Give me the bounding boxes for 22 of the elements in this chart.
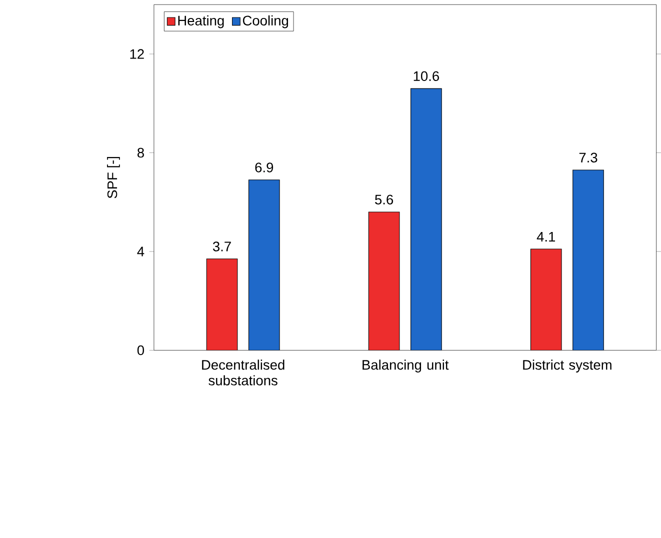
y-tick-label: 4: [137, 246, 144, 256]
bar: [368, 212, 400, 350]
data-label: 7.3: [579, 152, 598, 163]
data-label: 10.6: [414, 71, 439, 82]
x-tick-label: District system: [523, 360, 612, 373]
y-tick-label: 0: [137, 345, 144, 356]
bar: [572, 170, 604, 350]
x-tick-label: Balancing unit: [362, 360, 449, 373]
y-axis-title: SPF [-]: [107, 157, 120, 198]
legend-label: Cooling: [242, 15, 288, 28]
bar: [410, 88, 442, 350]
x-tick-label: Decentralised substations: [202, 360, 284, 386]
data-label: 4.1: [536, 232, 556, 242]
data-label: 6.9: [255, 162, 274, 172]
data-label: 3.7: [212, 242, 231, 252]
y-tick-label: 12: [130, 49, 144, 59]
data-label: 5.6: [375, 194, 394, 204]
y-tick-label: 8: [138, 148, 144, 158]
legend-label: Heating: [178, 15, 224, 28]
bar: [206, 258, 238, 350]
bar: [248, 180, 280, 350]
bar: [530, 248, 562, 350]
